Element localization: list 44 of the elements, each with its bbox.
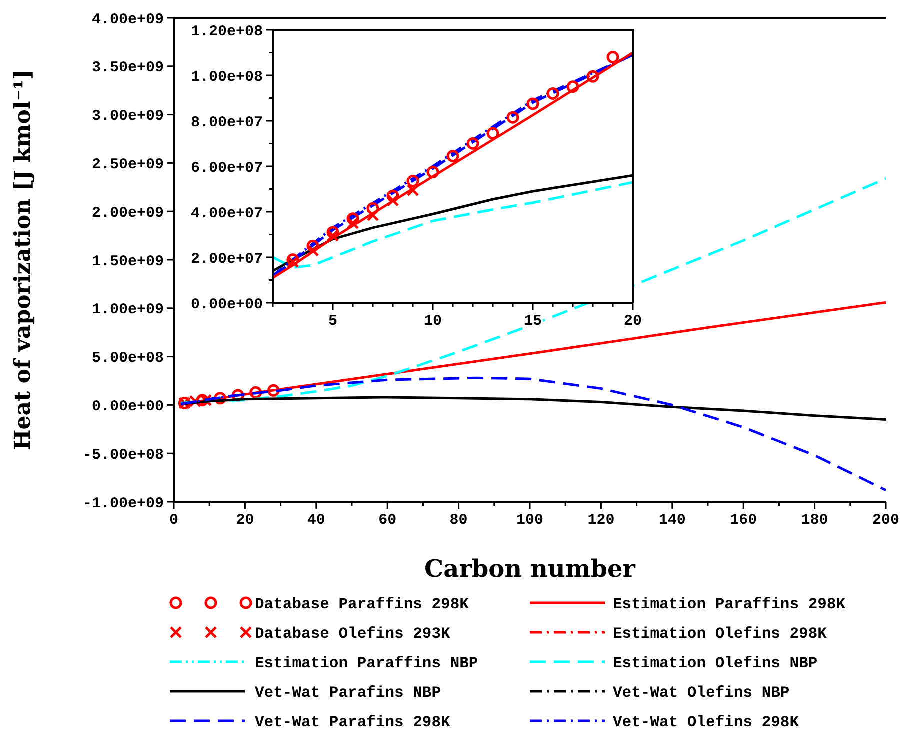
legend-label: Estimation Paraffins NBP bbox=[255, 654, 478, 672]
legend-label: Estimation Olefins NBP bbox=[613, 654, 818, 672]
y-tick-label: 1.00e+08 bbox=[190, 68, 263, 86]
y-axis-title: Heat of vaporization [J kmol⁻¹] bbox=[10, 70, 36, 450]
legend-label: Estimation Paraffins 298K bbox=[613, 595, 846, 614]
y-tick-label: 1.20e+08 bbox=[190, 23, 263, 40]
y-tick-label: -1.00e+09 bbox=[82, 495, 164, 512]
legend-label: Estimation Olefins 298K bbox=[613, 624, 828, 643]
y-tick-label: 2.00e+07 bbox=[190, 250, 263, 268]
y-tick-label: 4.00e+07 bbox=[190, 205, 263, 222]
y-tick-label: 2.50e+09 bbox=[92, 156, 164, 174]
x-tick-label: 100 bbox=[516, 512, 544, 529]
y-tick-label: 5.00e+08 bbox=[92, 350, 164, 368]
y-tick-label: 3.00e+09 bbox=[92, 108, 164, 126]
y-tick-label: -5.00e+08 bbox=[82, 446, 164, 464]
y-tick-label: 2.00e+09 bbox=[92, 204, 164, 222]
legend-label: Database Paraffins 298K bbox=[255, 595, 470, 614]
legend-label: Vet-Wat Parafins NBP bbox=[255, 684, 442, 702]
y-tick-label: 1.00e+09 bbox=[92, 302, 164, 319]
x-axis-title: Carbon number bbox=[424, 554, 636, 583]
legend-label: Database Olefins 293K bbox=[255, 624, 452, 643]
x-tick-label: 180 bbox=[801, 512, 828, 529]
x-tick-label: 40 bbox=[307, 512, 326, 529]
y-tick-label: 6.00e+07 bbox=[190, 160, 263, 177]
y-tick-label: 3.50e+09 bbox=[92, 60, 164, 77]
x-tick-label: 60 bbox=[378, 512, 397, 529]
x-tick-label: 140 bbox=[658, 512, 686, 529]
legend-label: Vet-Wat Parafins 298K bbox=[255, 713, 452, 731]
x-tick-label: 20 bbox=[624, 313, 642, 330]
legend-label: Vet-Wat Olefins 298K bbox=[613, 713, 800, 731]
legend-label: Vet-Wat Olefins NBP bbox=[613, 684, 790, 702]
x-tick-label: 5 bbox=[328, 313, 338, 330]
x-tick-label: 200 bbox=[872, 512, 900, 529]
y-tick-label: 8.00e+07 bbox=[190, 114, 263, 132]
y-tick-label: 1.50e+09 bbox=[92, 253, 164, 270]
x-tick-label: 0 bbox=[169, 512, 179, 529]
x-tick-label: 120 bbox=[588, 512, 615, 529]
x-tick-label: 160 bbox=[730, 512, 758, 529]
y-tick-label: 0.00e+00 bbox=[190, 296, 263, 314]
x-tick-label: 10 bbox=[424, 313, 442, 330]
y-tick-label: 0.00e+00 bbox=[92, 398, 164, 416]
x-tick-label: 80 bbox=[450, 512, 468, 529]
y-tick-label: 4.00e+09 bbox=[92, 11, 164, 28]
x-tick-label: 20 bbox=[236, 512, 254, 529]
